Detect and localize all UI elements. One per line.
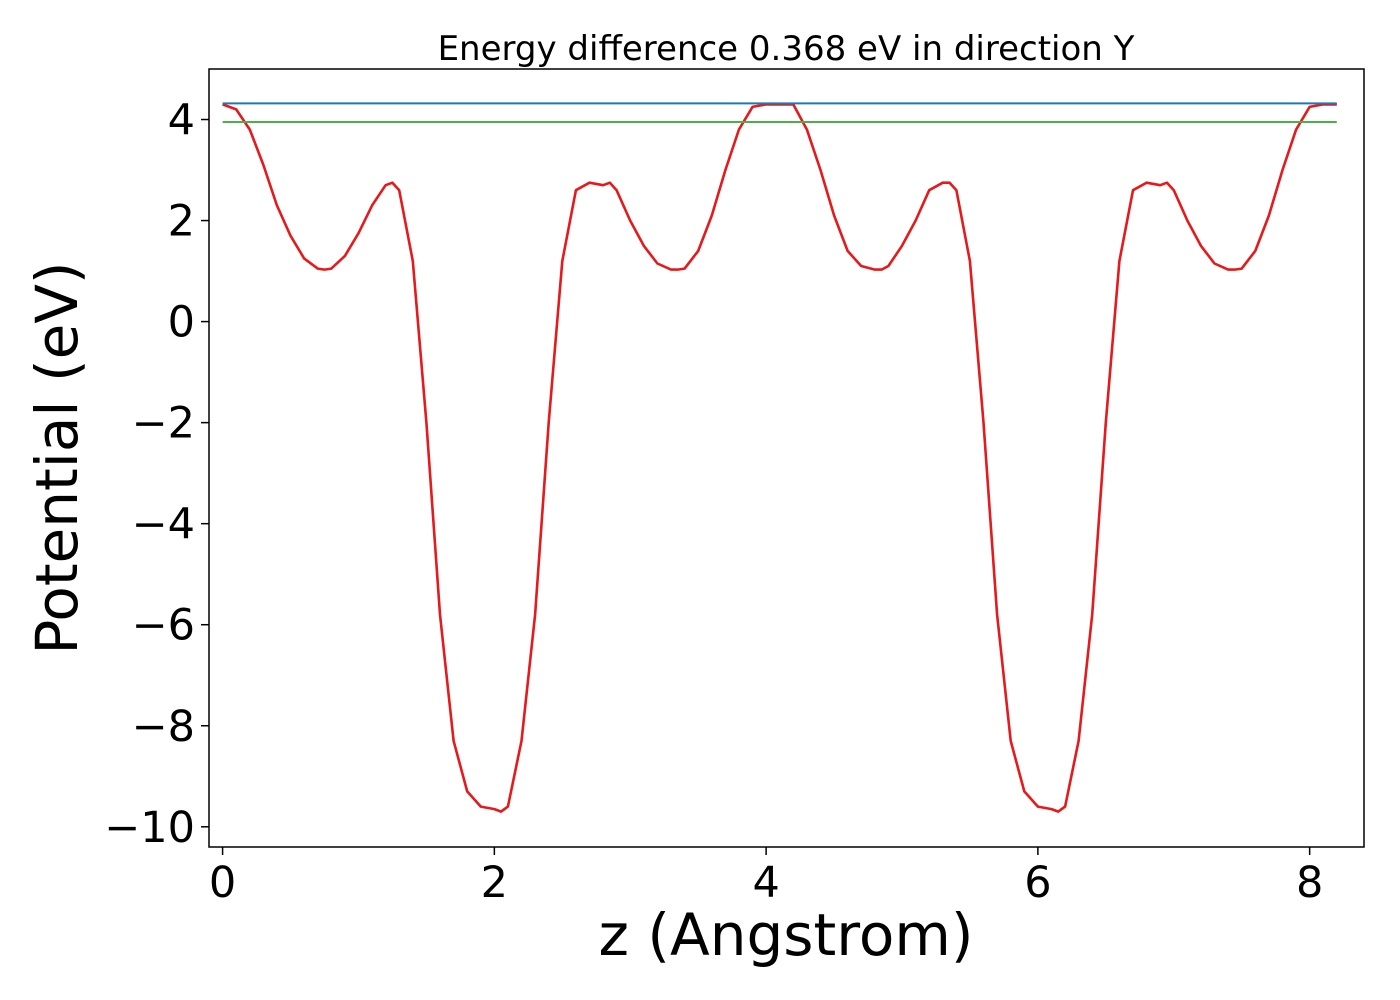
x-tick-label: 4 (752, 858, 779, 908)
y-tick-label: 0 (168, 298, 195, 348)
x-tick-label: 6 (1024, 858, 1051, 908)
y-tick-label: −2 (132, 399, 195, 449)
x-tick-label: 2 (481, 858, 508, 908)
y-axis-label: Potential (eV) (23, 261, 91, 654)
x-tick-label: 0 (209, 858, 236, 908)
x-axis-label: z (Angstrom) (599, 901, 974, 969)
y-tick-label: 2 (168, 197, 195, 247)
y-tick-label: −4 (132, 500, 195, 550)
series-line-0 (222, 103, 1337, 813)
plot-frame (208, 68, 1365, 848)
chart-title: Energy difference 0.368 eV in direction … (438, 29, 1135, 69)
x-tick-label: 8 (1296, 858, 1323, 908)
y-tick-label: −6 (132, 601, 195, 651)
y-tick-label: −10 (104, 803, 195, 853)
y-tick-label: −8 (132, 702, 195, 752)
y-tick-label: 4 (168, 96, 195, 146)
